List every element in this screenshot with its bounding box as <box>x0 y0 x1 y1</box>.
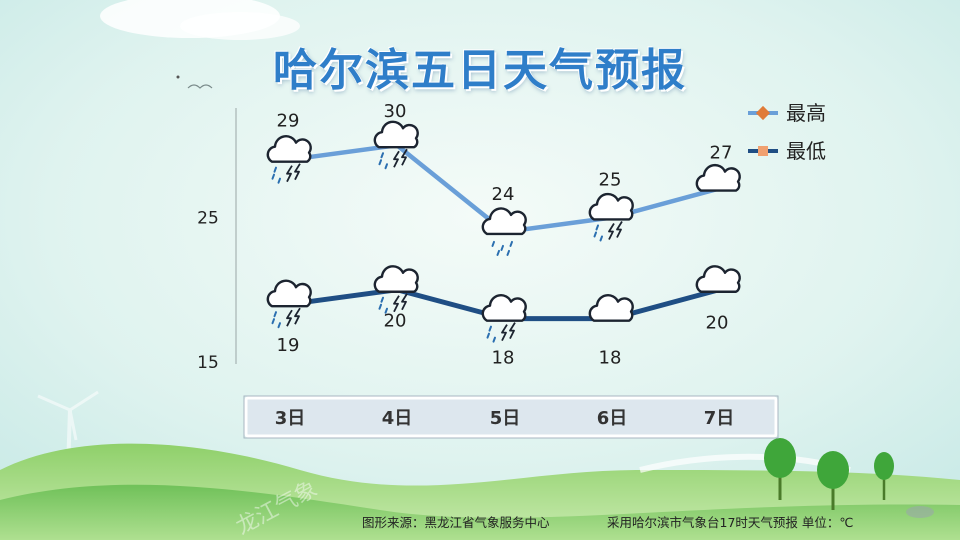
thunder-rain-icon <box>481 294 527 343</box>
legend-label: 最高 <box>786 101 826 125</box>
legend-item: 最高 <box>748 101 826 125</box>
high-value-label: 30 <box>384 101 407 122</box>
cloud-icon <box>695 265 741 293</box>
tree-icon <box>874 452 894 500</box>
hill <box>0 484 960 540</box>
low-value-label: 19 <box>277 335 300 356</box>
watermark: 龙江气象 <box>232 477 321 540</box>
cloud-icon <box>588 294 634 322</box>
legend-item: 最低 <box>748 139 826 163</box>
high-value-label: 29 <box>277 111 300 132</box>
y-tick-label: 25 <box>197 208 219 228</box>
high-value-label: 25 <box>599 169 622 190</box>
low-value-label: 20 <box>384 311 407 332</box>
x-tick-label: 3日 <box>275 408 306 429</box>
x-tick-label: 7日 <box>704 408 735 429</box>
bird-icon <box>187 84 213 89</box>
x-axis-box-border <box>243 395 779 439</box>
cloud-icon <box>695 163 741 192</box>
high-value-label: 24 <box>492 184 515 205</box>
tree-icon <box>764 438 796 500</box>
low-value-label: 18 <box>492 348 515 369</box>
page-title: 哈尔滨五日天气预报 <box>273 45 687 96</box>
bg-cloud <box>180 12 300 40</box>
legend-marker <box>755 105 771 121</box>
legend-label: 最低 <box>786 139 826 163</box>
thunder-rain-icon <box>266 135 312 184</box>
low-value-label: 20 <box>706 313 729 334</box>
low-value-label: 18 <box>599 348 622 369</box>
x-tick-label: 5日 <box>490 408 521 429</box>
x-tick-label: 4日 <box>382 408 413 429</box>
y-tick-label: 15 <box>197 353 219 373</box>
thunder-rain-icon <box>588 192 634 242</box>
thunder-rain-icon <box>266 279 312 329</box>
thunder-rain-icon <box>373 265 419 314</box>
x-axis-box <box>244 396 778 438</box>
rain-icon <box>481 207 527 256</box>
footer-source: 图形来源：黑龙江省气象服务中心 <box>362 515 550 530</box>
legend-marker <box>758 146 768 156</box>
x-tick-label: 6日 <box>597 408 628 429</box>
tree-icon <box>817 451 849 510</box>
high-value-label: 27 <box>710 143 733 164</box>
thunder-rain-icon <box>373 120 419 170</box>
footer-note: 采用哈尔滨市气象台17时天气预报 单位：℃ <box>607 515 854 530</box>
